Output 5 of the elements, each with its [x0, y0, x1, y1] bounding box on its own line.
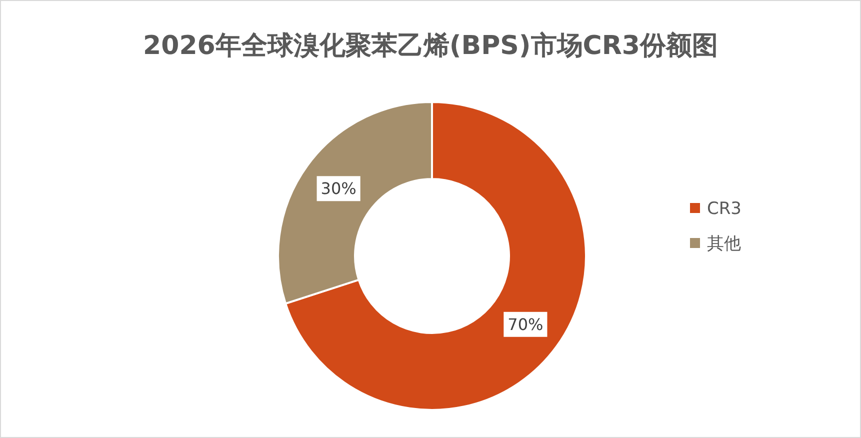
legend-label: CR3: [707, 199, 742, 219]
legend-label: 其他: [707, 234, 741, 254]
chart-title: 2026年全球溴化聚苯乙烯(BPS)市场CR3份额图: [143, 31, 718, 61]
data-label: 70%: [508, 314, 544, 334]
data-label: 30%: [320, 179, 356, 198]
